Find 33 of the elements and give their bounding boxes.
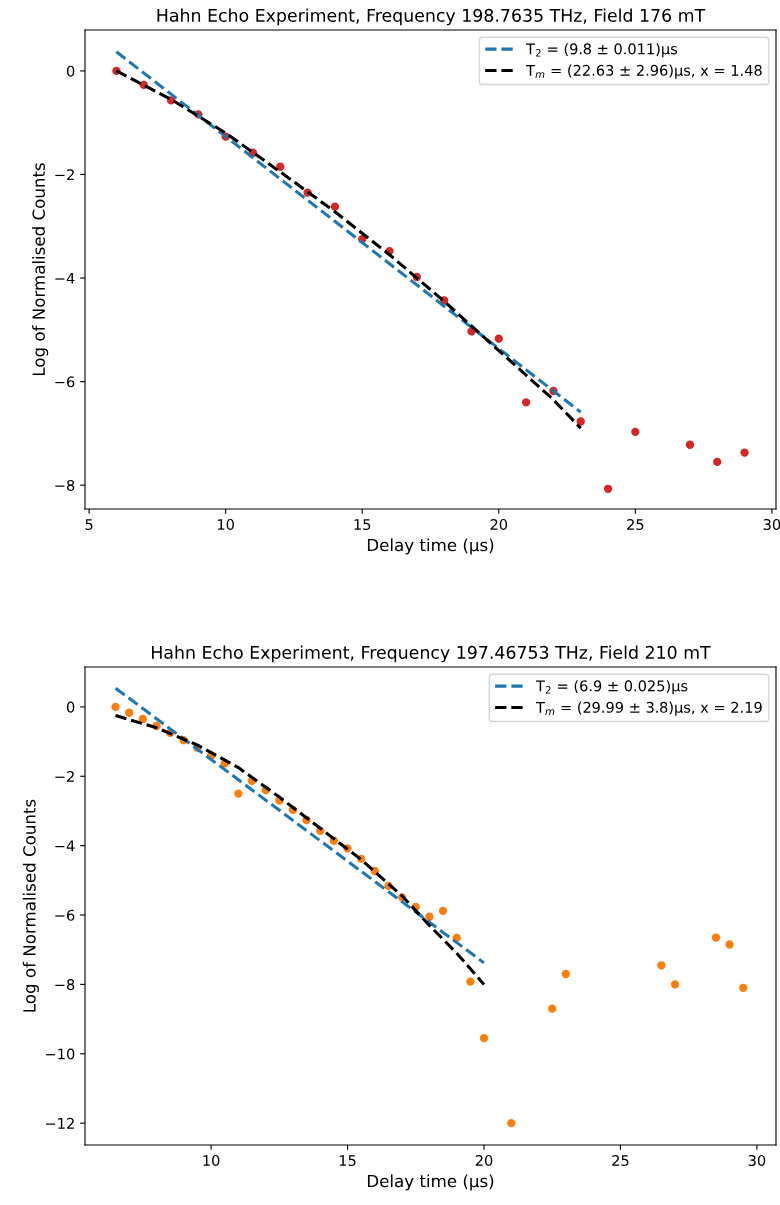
x-axis-title: Delay time (μs)	[367, 538, 494, 555]
y-tick-label: −12	[46, 1117, 74, 1129]
x-tick-label: 10	[203, 1154, 220, 1167]
y-tick-label: −4	[55, 840, 75, 852]
legend-label: T$_{2}$ = (9.8 ± 0.011)μs	[526, 43, 678, 58]
y-tick-label: −8	[55, 979, 75, 991]
y-tick-label: −10	[46, 1048, 75, 1060]
x-tick-label: 10	[217, 518, 234, 531]
y-tick-label: −2	[55, 169, 74, 181]
x-tick-label: 20	[490, 518, 508, 531]
x-tick-label: 30	[763, 518, 780, 531]
x-tick-label: 5	[85, 519, 93, 531]
legend-label: T$_{2}$ = (6.9 ± 0.025)μs	[535, 680, 688, 695]
x-axis-title: Delay time (μs)	[367, 1174, 494, 1191]
y-tick-label: 0	[66, 701, 75, 713]
x-tick-label: 15	[354, 519, 371, 531]
x-tick-label: 25	[627, 518, 644, 531]
legend-label: T$_{m}$ = (22.63 ± 2.96)μs, x = 1.48	[526, 64, 762, 79]
chart-title: Hahn Echo Experiment, Frequency 198.7635 THz, Field 176 mT	[157, 8, 706, 26]
y-axis-title: Log of Normalised Counts	[32, 163, 49, 376]
y-tick-label: −6	[55, 909, 75, 921]
chart-title: Hahn Echo Experiment, Frequency 197.46753 THz, Field 210 mT	[152, 645, 711, 663]
x-tick-label: 30	[748, 1154, 766, 1167]
y-tick-label: −6	[55, 376, 75, 388]
y-tick-label: −8	[55, 479, 75, 491]
x-tick-label: 20	[475, 1154, 493, 1167]
y-tick-label: −4	[55, 272, 75, 284]
y-axis-title: Log of Normalised Counts	[22, 799, 39, 1012]
x-tick-label: 25	[612, 1154, 629, 1167]
x-tick-label: 15	[339, 1155, 356, 1167]
y-tick-label: −2	[55, 770, 74, 782]
y-tick-label: 0	[66, 65, 75, 77]
legend-label: T$_{m}$ = (29.99 ± 3.8)μs, x = 2.19	[535, 701, 762, 716]
